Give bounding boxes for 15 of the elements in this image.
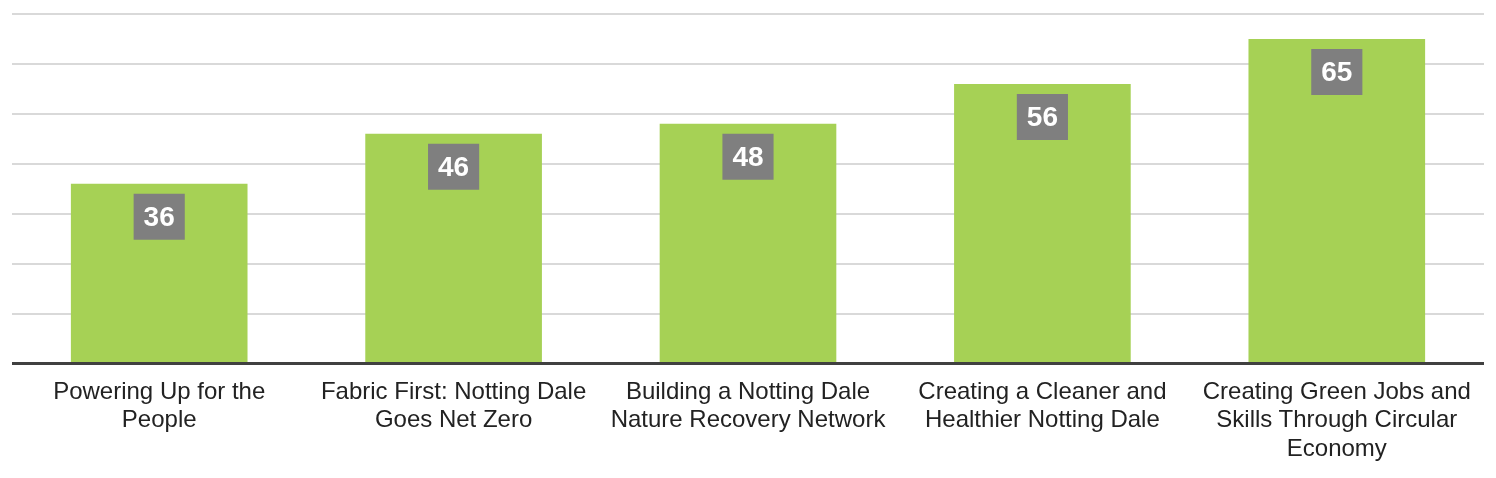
x-tick-label: Creating a Cleaner and Healthier Notting Dale (918, 376, 1167, 433)
bar (659, 123, 837, 363)
bar (70, 183, 248, 363)
x-tick-label: Building a Notting Dale Nature Recovery Network (610, 376, 887, 433)
x-tick-label: Fabric First: Notting Dale Goes Net Zero (320, 376, 587, 433)
data-label: 36 (143, 200, 175, 232)
data-label: 48 (732, 140, 764, 172)
data-label: 65 (1321, 55, 1353, 87)
bar (365, 133, 542, 363)
data-label: 56 (1026, 100, 1058, 132)
bar (1248, 38, 1426, 363)
x-tick-label: Powering Up for the People (53, 376, 266, 433)
bar (954, 83, 1131, 363)
x-tick-label: Creating Green Jobs and Skills Through Circular Economy (1202, 376, 1471, 462)
data-label: 46 (438, 150, 470, 182)
